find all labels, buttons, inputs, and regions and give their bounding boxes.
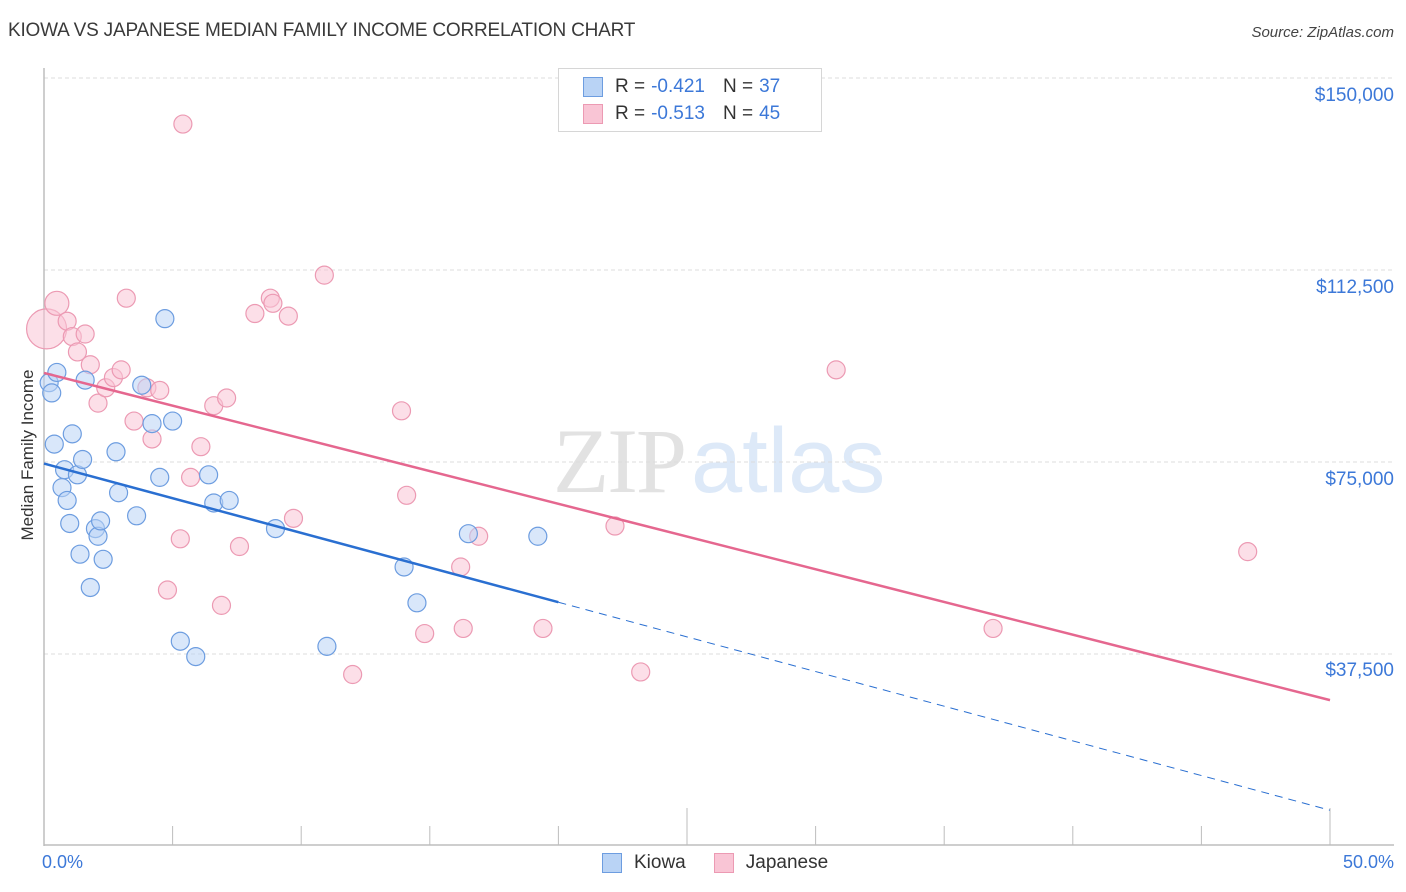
japanese-data-point [181,467,201,487]
japanese-data-point [173,114,193,134]
series-legend: Kiowa Japanese [602,852,856,874]
r-label: R = [615,76,646,97]
kiowa-data-point [150,467,170,487]
kiowa-data-point [186,646,206,667]
y-axis-label: Median Family Income [18,369,37,541]
japanese-data-point [44,290,70,316]
kiowa-data-point [528,526,548,546]
kiowa-data-point [62,424,82,444]
kiowa-trend-line [43,462,559,604]
kiowa-data-point [126,506,147,526]
japanese-data-point [211,595,232,615]
kiowa-swatch-icon [602,853,622,873]
x-tick-50: 50.0% [1342,852,1394,872]
japanese-data-point [314,265,334,285]
chart-title: KIOWA VS JAPANESE MEDIAN FAMILY INCOME C… [8,20,636,41]
kiowa-data-point [90,511,111,531]
r-value: -0.513 [651,103,705,124]
japanese-trend-line [43,371,1331,702]
japanese-data-point [278,306,298,326]
y-tick-150000: $150,000 [1314,85,1394,106]
n-value: 45 [759,103,781,124]
kiowa-trend-extension [558,601,1331,811]
japanese-data-point [826,360,846,380]
n-label: N = [722,103,754,124]
japanese-data-point [983,618,1003,639]
japanese-data-point [124,411,144,431]
kiowa-data-point [407,593,427,613]
correlation-legend: R = -0.421 N = 37 R = -0.513 N = 45 [558,68,822,132]
japanese-data-point [343,664,363,685]
japanese-data-point [245,303,265,324]
kiowa-data-point [80,577,100,598]
legend-row-kiowa: R = -0.421 N = 37 [583,75,780,99]
japanese-data-point [88,393,108,413]
kiowa-swatch-icon [583,77,603,97]
y-tick-37500: $37,500 [1325,660,1394,681]
legend-item-japanese[interactable]: Japanese [713,852,829,874]
kiowa-data-point [163,411,183,431]
japanese-data-point [263,293,283,313]
kiowa-data-point [42,383,62,403]
y-tick-112500: $112,500 [1316,277,1394,298]
japanese-data-point [1238,542,1258,562]
legend-row-japanese: R = -0.513 N = 45 [583,102,780,126]
kiowa-data-point [44,434,64,454]
y-tick-75000: $75,000 [1325,469,1394,490]
kiowa-data-point [219,490,239,511]
kiowa-data-point [93,549,113,569]
japanese-data-point [283,508,304,528]
japanese-swatch-icon [583,104,603,124]
r-value: -0.421 [651,76,705,97]
japanese-data-point [75,324,95,344]
kiowa-data-point [106,442,126,462]
japanese-data-point [170,529,190,549]
kiowa-data-point [458,524,478,544]
japanese-swatch-icon [713,853,734,873]
japanese-data-point [116,288,136,308]
kiowa-data-point [75,370,95,390]
kiowa-data-point [170,631,190,651]
japanese-data-point [157,580,178,600]
japanese-data-point [67,342,88,362]
japanese-data-point [217,388,237,408]
japanese-data-point [191,437,211,457]
kiowa-data-point [72,449,93,470]
r-label: R = [615,103,646,124]
japanese-data-point [631,662,651,682]
legend-item-kiowa[interactable]: Kiowa [602,852,686,874]
kiowa-data-point [70,544,90,564]
source-label: Source: ZipAtlas.com [1251,24,1394,41]
japanese-data-point [415,623,435,644]
n-label: N = [722,76,754,97]
japanese-data-point [391,401,412,421]
japanese-data-point [533,618,553,639]
n-value: 37 [759,76,781,97]
x-tick-0: 0.0% [42,852,84,872]
kiowa-data-point [199,465,219,485]
kiowa-data-point [317,636,337,656]
kiowa-data-point [57,490,77,511]
kiowa-data-point [132,375,152,395]
japanese-data-point [150,380,170,400]
kiowa-data-point [155,309,175,329]
legend-label-japanese: Japanese [745,852,829,873]
legend-label-kiowa: Kiowa [634,852,686,873]
kiowa-data-point [60,513,80,534]
kiowa-data-point [142,414,162,434]
japanese-data-point [111,360,131,380]
japanese-data-point [229,536,250,557]
japanese-data-point [453,618,473,639]
japanese-data-point [397,485,417,505]
